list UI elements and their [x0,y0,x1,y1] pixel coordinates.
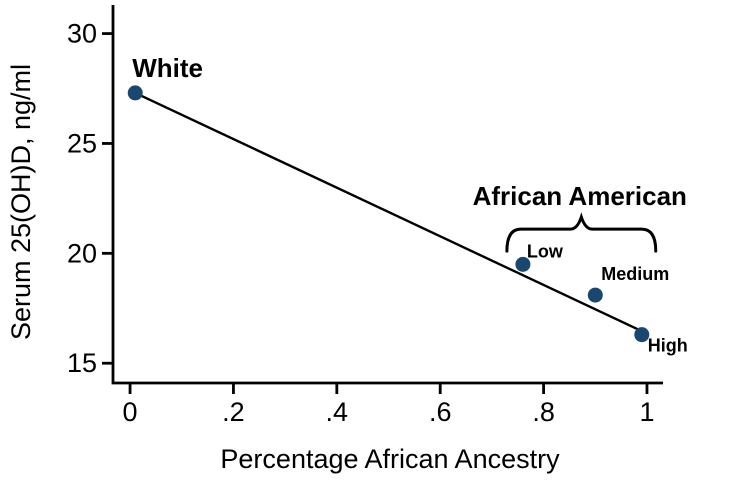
data-point [587,287,603,303]
x-tick-label: .4 [326,397,349,427]
y-axis-title: Serum 25(OH)D, ng/ml [6,64,36,340]
x-tick-label: .2 [222,397,245,427]
x-axis-title: Percentage African Ancestry [220,444,560,474]
plot-layer: 0 .2 .4 .6 .8 1 15 20 25 30 African American White L… [67,5,688,427]
group-brace [505,212,658,253]
x-tick-label: .8 [532,397,555,427]
x-tick-label: .6 [429,397,452,427]
y-tick-label: 25 [67,128,97,158]
point-label: White [132,53,203,83]
regression-line [134,91,648,335]
y-tick-label: 30 [67,19,97,49]
x-tick-label: 1 [639,397,654,427]
y-tick-label: 20 [67,238,97,268]
point-label: Medium [601,264,669,284]
group-label: African American [473,181,687,211]
data-point [634,327,650,343]
x-tick-label: 0 [123,397,138,427]
axis-frame [111,5,663,385]
point-label: Low [527,241,564,261]
y-tick-label: 15 [67,348,97,378]
data-point [127,85,143,101]
point-label: High [648,336,688,356]
data-point [515,256,531,272]
